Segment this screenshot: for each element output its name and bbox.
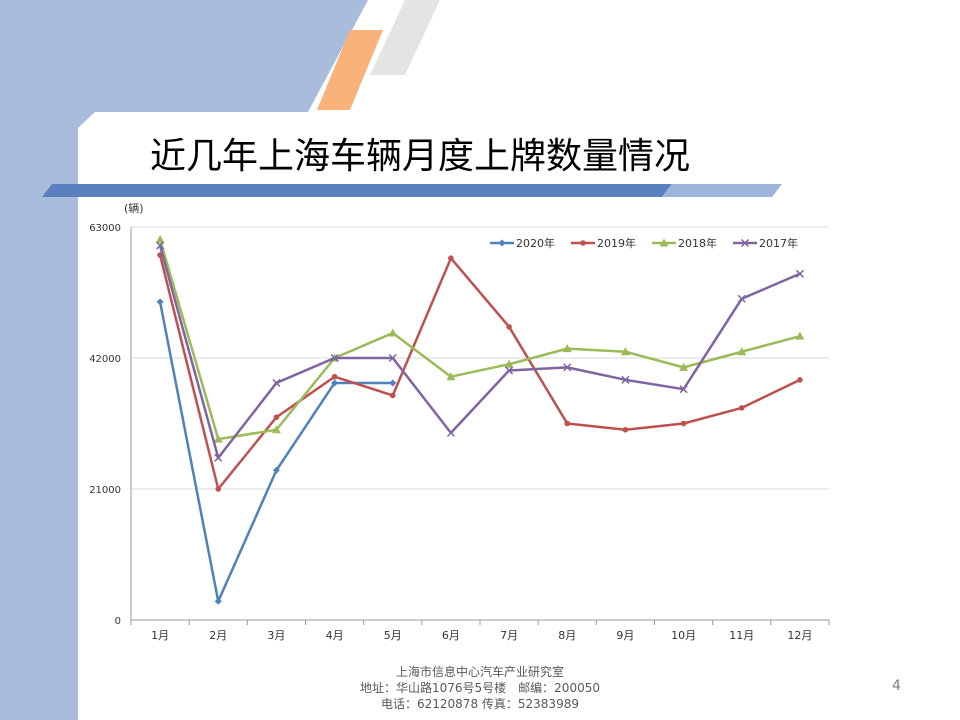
gray-stripe <box>370 0 440 75</box>
data-point <box>446 428 455 437</box>
series-2019年 <box>157 252 803 492</box>
x-tick-label: 7月 <box>500 629 518 642</box>
page-number: 4 <box>892 678 901 694</box>
data-point <box>621 375 630 384</box>
data-point <box>389 392 396 399</box>
y-tick-label: 42000 <box>89 354 121 365</box>
series-2018年 <box>155 234 805 443</box>
data-point <box>680 420 687 427</box>
data-point <box>330 353 339 363</box>
series-line <box>158 245 801 460</box>
data-point <box>738 405 745 411</box>
data-point <box>659 238 669 247</box>
legend-item: 2017年 <box>733 236 798 250</box>
y-tick-label: 21000 <box>89 485 121 496</box>
y-tick-label: 63000 <box>89 223 121 234</box>
legend-label: 2017年 <box>759 236 798 250</box>
data-point <box>795 269 804 278</box>
data-point <box>273 414 280 421</box>
series-2017年 <box>156 241 804 462</box>
data-point <box>448 255 454 261</box>
x-tick-label: 8月 <box>558 629 576 642</box>
data-point <box>795 331 805 340</box>
y-tick-label: 0 <box>115 616 121 627</box>
data-point <box>331 373 338 380</box>
legend-label: 2018年 <box>678 236 717 250</box>
data-point <box>156 298 164 306</box>
data-point <box>214 597 222 605</box>
series-2020年 <box>156 298 397 605</box>
x-tick-label: 9月 <box>616 629 634 642</box>
data-point <box>679 385 688 394</box>
title-underline-bar-light <box>662 184 782 197</box>
x-tick-label: 12月 <box>787 629 812 642</box>
data-point <box>504 359 514 368</box>
legend-item: 2019年 <box>571 236 636 250</box>
chart-legend: 2020年 2019年 2018年 2017年 <box>490 236 798 250</box>
data-point <box>271 425 281 434</box>
data-point <box>215 486 222 492</box>
left-blue-panel <box>0 0 368 720</box>
data-point <box>389 379 397 387</box>
x-tick-label: 3月 <box>267 629 285 642</box>
data-point <box>737 294 746 303</box>
data-point <box>272 466 280 474</box>
data-point <box>620 347 630 356</box>
chart-series <box>155 234 805 605</box>
y-axis-ticks: 0 21000 42000 63000 <box>89 223 121 627</box>
data-point <box>505 366 514 375</box>
data-point <box>498 239 506 247</box>
slide-title: 近几年上海车辆月度上牌数量情况 <box>150 136 691 177</box>
footer-address: 地址：华山路1076号5号楼 邮编：200050 <box>360 681 600 695</box>
data-point <box>214 453 223 462</box>
x-tick-label: 10月 <box>671 629 696 642</box>
data-point <box>622 426 629 433</box>
data-point <box>740 238 750 248</box>
title-underline-bar <box>42 184 672 197</box>
legend-item: 2018年 <box>652 236 717 250</box>
x-tick-label: 4月 <box>326 629 344 642</box>
series-line <box>158 254 801 491</box>
data-point <box>563 363 572 372</box>
data-point <box>331 379 339 387</box>
data-point <box>562 344 572 353</box>
data-point <box>155 234 165 243</box>
data-point <box>388 328 398 337</box>
data-point <box>388 353 397 363</box>
x-tick-label: 2月 <box>209 629 227 642</box>
data-point <box>679 362 689 371</box>
data-point <box>506 324 512 330</box>
data-point <box>737 347 747 356</box>
x-tick-label: 1月 <box>151 629 169 642</box>
data-point <box>580 240 586 246</box>
data-point <box>797 377 803 383</box>
x-tick-label: 11月 <box>729 629 754 642</box>
legend-label: 2019年 <box>597 236 636 250</box>
footer-org: 上海市信息中心汽车产业研究室 <box>395 665 564 679</box>
data-point <box>446 372 456 381</box>
x-tick-label: 6月 <box>442 629 460 642</box>
data-point <box>564 420 571 427</box>
data-point <box>213 434 223 443</box>
x-tick-label: 5月 <box>384 629 402 642</box>
x-axis-ticks: 1月 2月 3月 4月 5月 6月 7月 8月 9月 10月 11月 12月 <box>130 620 830 642</box>
data-point <box>156 241 165 250</box>
legend-item: 2020年 <box>490 236 555 250</box>
data-point <box>272 378 281 387</box>
y-unit-label: (辆) <box>124 201 144 215</box>
legend-label: 2020年 <box>516 236 555 250</box>
series-line <box>158 239 801 441</box>
footer-phone: 电话：62120878 传真：52383989 <box>381 697 579 711</box>
orange-stripe <box>317 30 383 110</box>
